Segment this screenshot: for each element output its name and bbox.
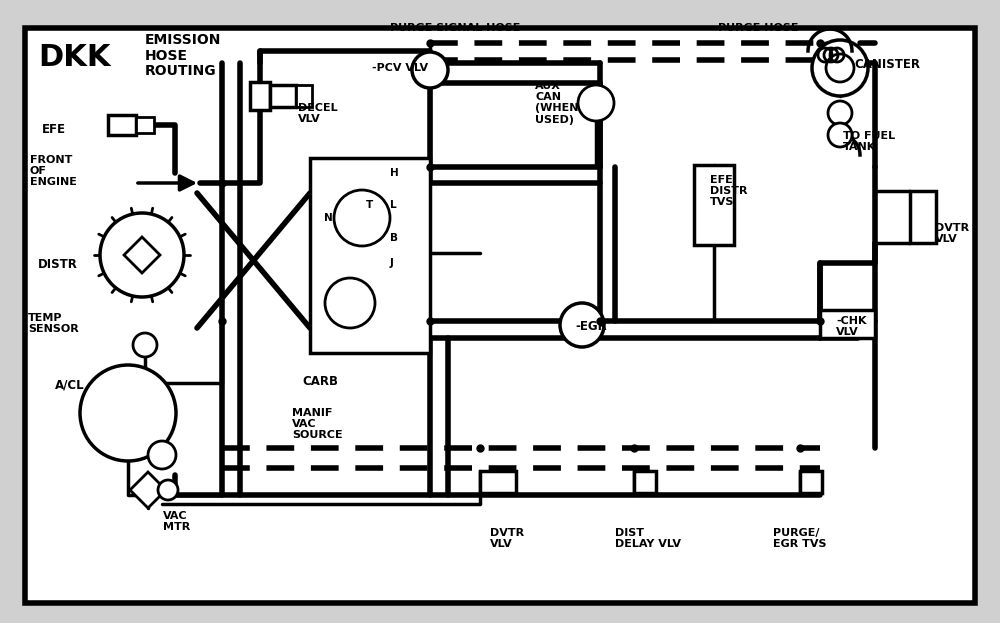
Text: DECEL
VLV: DECEL VLV (298, 103, 338, 124)
Text: PURGE HOSE: PURGE HOSE (718, 23, 798, 33)
Text: -EGR: -EGR (575, 320, 607, 333)
Text: AUX
CAN
(WHEN
USED): AUX CAN (WHEN USED) (535, 81, 578, 125)
Bar (480, 471, 516, 493)
Circle shape (334, 190, 390, 246)
Text: DVTR
VLV: DVTR VLV (490, 528, 524, 549)
Bar (910, 191, 936, 243)
Circle shape (80, 365, 176, 461)
Bar (694, 165, 734, 245)
Text: DVTR
VLV: DVTR VLV (935, 223, 969, 244)
Text: TEMP
SENSOR: TEMP SENSOR (28, 313, 79, 334)
Text: DKK: DKK (38, 43, 110, 72)
Text: VAC
MTR: VAC MTR (163, 511, 190, 532)
Text: CANISTER: CANISTER (854, 58, 920, 71)
Circle shape (133, 333, 157, 357)
Text: PURGE/
EGR TVS: PURGE/ EGR TVS (773, 528, 826, 549)
Text: TO FUEL
TANK: TO FUEL TANK (843, 131, 895, 152)
Text: EMISSION
HOSE
ROUTING: EMISSION HOSE ROUTING (145, 33, 221, 78)
Text: EFE
DISTR
TVS: EFE DISTR TVS (710, 175, 748, 207)
Circle shape (148, 441, 176, 469)
Circle shape (560, 303, 604, 347)
Polygon shape (124, 237, 160, 273)
Circle shape (578, 85, 614, 121)
Bar (270, 85, 296, 107)
Bar (800, 471, 822, 493)
Circle shape (412, 52, 448, 88)
Text: EFE: EFE (42, 123, 66, 136)
Text: MANIF
VAC
SOURCE: MANIF VAC SOURCE (292, 408, 343, 440)
Text: FRONT
OF
ENGINE: FRONT OF ENGINE (30, 155, 77, 188)
Bar (310, 158, 430, 353)
Text: DIST
DELAY VLV: DIST DELAY VLV (615, 528, 681, 549)
Text: L: L (390, 200, 397, 210)
Text: CARB: CARB (302, 375, 338, 388)
Circle shape (325, 278, 375, 328)
Bar (820, 310, 875, 338)
Text: H: H (390, 168, 399, 178)
Text: DISTR: DISTR (38, 258, 78, 271)
Circle shape (828, 123, 852, 147)
Text: -CHK
VLV: -CHK VLV (836, 316, 866, 337)
Polygon shape (130, 472, 166, 508)
Text: B: B (390, 233, 398, 243)
Circle shape (100, 213, 184, 297)
Bar (136, 117, 154, 133)
Bar (296, 85, 312, 107)
Text: A/CL: A/CL (55, 378, 85, 391)
Circle shape (828, 101, 852, 125)
Circle shape (826, 54, 854, 82)
Text: -PCV VLV: -PCV VLV (372, 63, 428, 73)
Bar (250, 82, 270, 110)
Text: N: N (324, 213, 333, 223)
Bar (634, 471, 656, 493)
Circle shape (812, 40, 868, 96)
Text: J: J (390, 258, 394, 268)
Text: T: T (366, 200, 373, 210)
Text: PURGE SIGNAL HOSE: PURGE SIGNAL HOSE (390, 23, 520, 33)
Circle shape (158, 480, 178, 500)
Bar (108, 115, 136, 135)
